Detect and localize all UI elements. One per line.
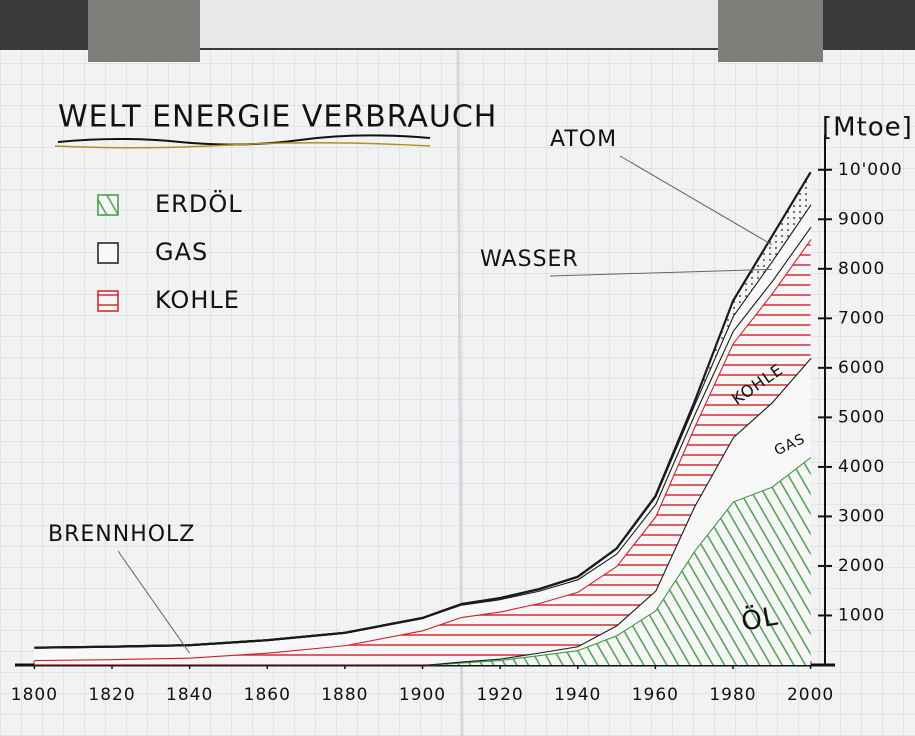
legend-label: ERDÖL [155, 189, 243, 218]
chart: WELT ENERGIE VERBRAUCH [Mtoe] 1000 2000 30… [0, 0, 915, 736]
x-tick-label: 1860 [244, 685, 291, 705]
callout-label: ATOM [550, 127, 617, 152]
x-tick-label: 2000 [787, 685, 834, 705]
x-tick-label: 1920 [476, 685, 523, 705]
y-tick-label: 2000 [838, 556, 885, 576]
legend-swatch [98, 291, 118, 311]
y-tick-label: 1000 [838, 605, 885, 625]
clip-left [88, 0, 200, 62]
clip-bar [200, 0, 720, 48]
x-tick-label: 1940 [554, 685, 601, 705]
x-tick-label: 1960 [632, 685, 679, 705]
y-tick-label: 3000 [838, 506, 885, 526]
x-tick-label: 1900 [399, 685, 446, 705]
x-tick-label: 1880 [321, 685, 368, 705]
y-tick-label: 5000 [838, 407, 885, 427]
legend-label: KOHLE [155, 286, 240, 314]
clip-right [718, 0, 823, 62]
y-tick-label: 9000 [838, 209, 885, 229]
x-tick-label: 1980 [709, 685, 756, 705]
legend-label: GAS [155, 238, 208, 266]
y-axis-label: [Mtoe] [822, 113, 913, 143]
x-tick-label: 1840 [166, 685, 213, 705]
callout-label: BRENNHOLZ [48, 522, 195, 547]
x-tick-label: 1800 [11, 685, 58, 705]
y-tick-label: 7000 [838, 308, 885, 328]
y-tick-label: 6000 [838, 358, 885, 378]
chart-title: WELT ENERGIE VERBRAUCH [58, 100, 497, 135]
x-tick-label: 1820 [88, 685, 135, 705]
y-tick-label: 10'000 [838, 160, 903, 180]
callout-label: WASSER [480, 247, 579, 272]
y-tick-label: 4000 [838, 457, 885, 477]
legend-swatch [98, 243, 118, 263]
y-tick-label: 8000 [838, 259, 885, 279]
legend-swatch [98, 195, 118, 215]
